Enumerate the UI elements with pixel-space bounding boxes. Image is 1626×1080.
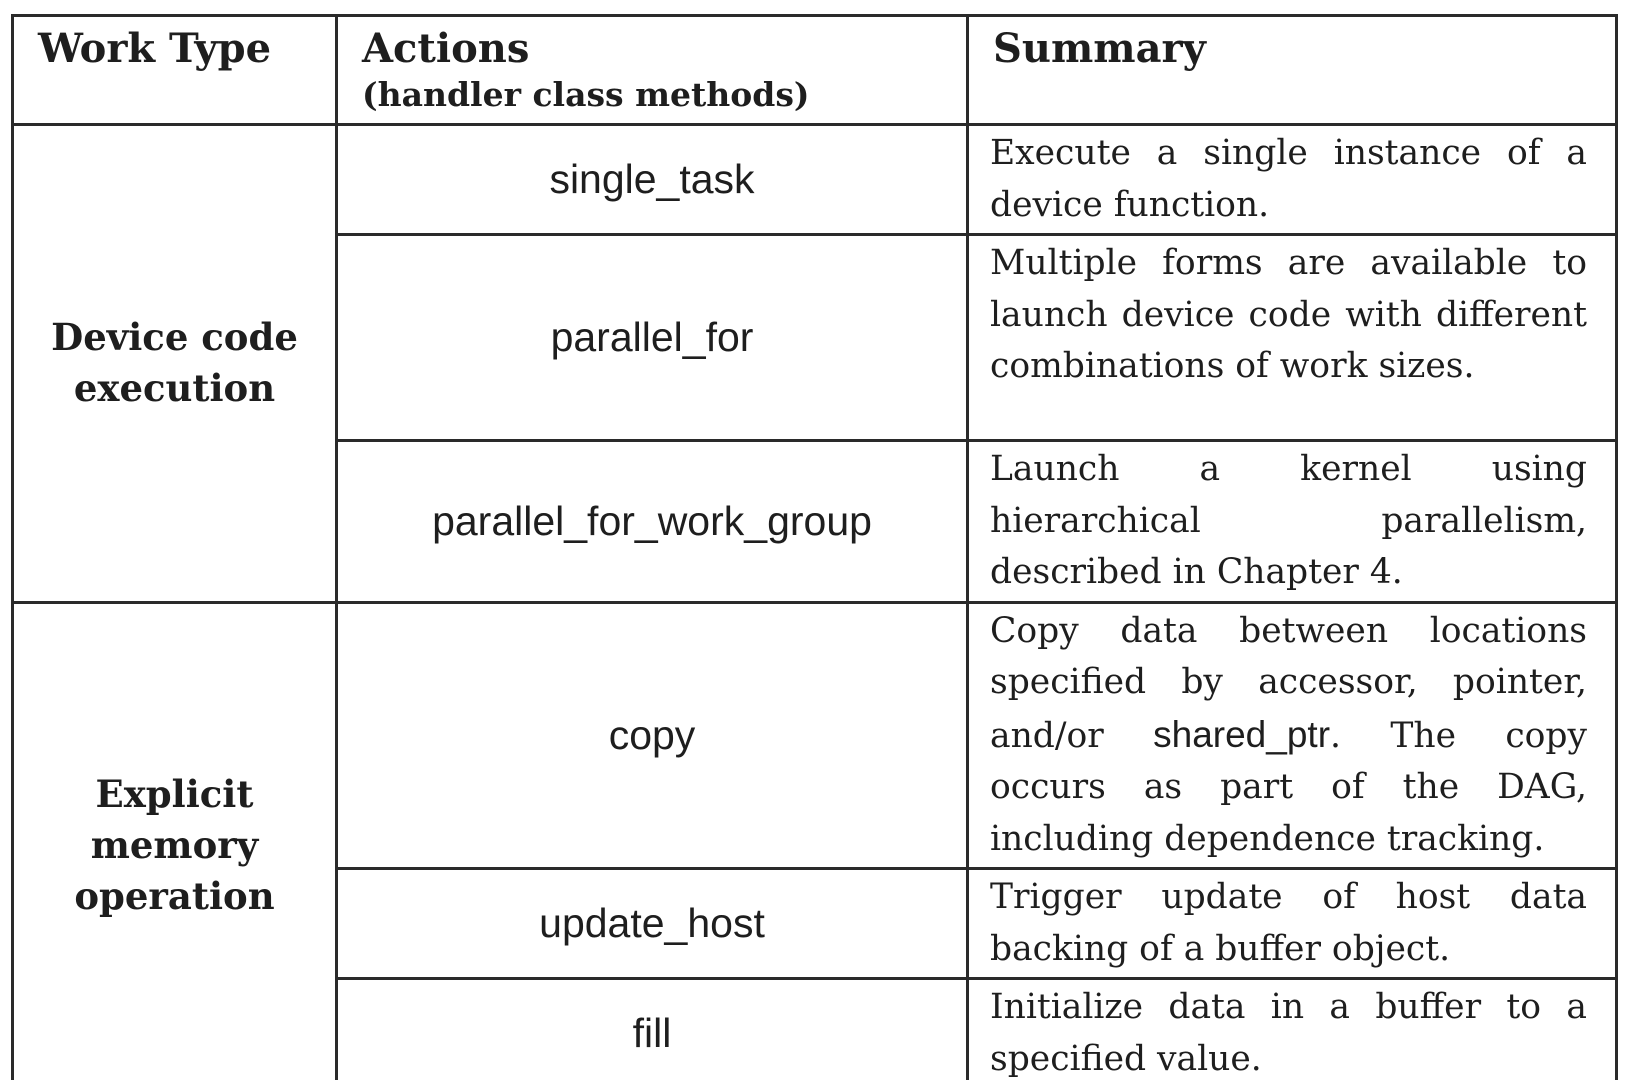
action-cell: fill [335,977,969,1080]
header-actions: Actions (handler class methods) [335,14,969,126]
action-cell: single_task [335,123,969,236]
action-cell: copy [335,600,969,870]
action-cell: update_host [335,867,969,980]
table-row: update_host Trigger update of host data … [13,867,1618,980]
action-cell: parallel_for_work_group [335,439,969,604]
header-summary-label: Summary [993,25,1206,72]
summary-cell: Copy data between locations specified by… [966,600,1618,870]
handler-actions-table: Work Type Actions (handler class methods… [11,14,1618,1080]
header-actions-label: Actions [362,25,530,72]
table-row: Device code execution single_task Execut… [11,123,1618,604]
summary-text: . The copy occurs as part of the DAG, in… [990,715,1588,859]
table-row: parallel_for_work_group Launch a kernel … [13,439,1618,604]
table-row: parallel_for Multiple forms are availabl… [13,233,1618,442]
table-header-row: Work Type Actions (handler class methods… [11,14,1618,126]
header-summary: Summary [966,14,1618,126]
work-type-cell: Device code execution [11,123,338,604]
summary-cell: Launch a kernel using hierarchical paral… [966,439,1618,604]
table-row: fill Initialize data in a buffer to a sp… [13,977,1618,1080]
summary-cell: Initialize data in a buffer to a specifi… [966,977,1618,1080]
header-work-type: Work Type [11,14,338,126]
action-cell: parallel_for [335,233,969,442]
table-row: Explicit memory operation copy Copy data… [11,600,1618,1080]
work-type-cell: Explicit memory operation [11,600,338,1080]
header-actions-sublabel: (handler class methods) [362,75,810,114]
header-work-type-label: Work Type [38,25,272,72]
summary-text: Copy data between locations specified by… [990,610,1587,756]
summary-code: shared_ptr [1153,713,1331,755]
summary-cell: Execute a single instance of a device fu… [966,123,1618,236]
summary-cell: Trigger update of host data backing of a… [966,867,1618,980]
summary-cell: Multiple forms are available to launch d… [966,233,1618,442]
